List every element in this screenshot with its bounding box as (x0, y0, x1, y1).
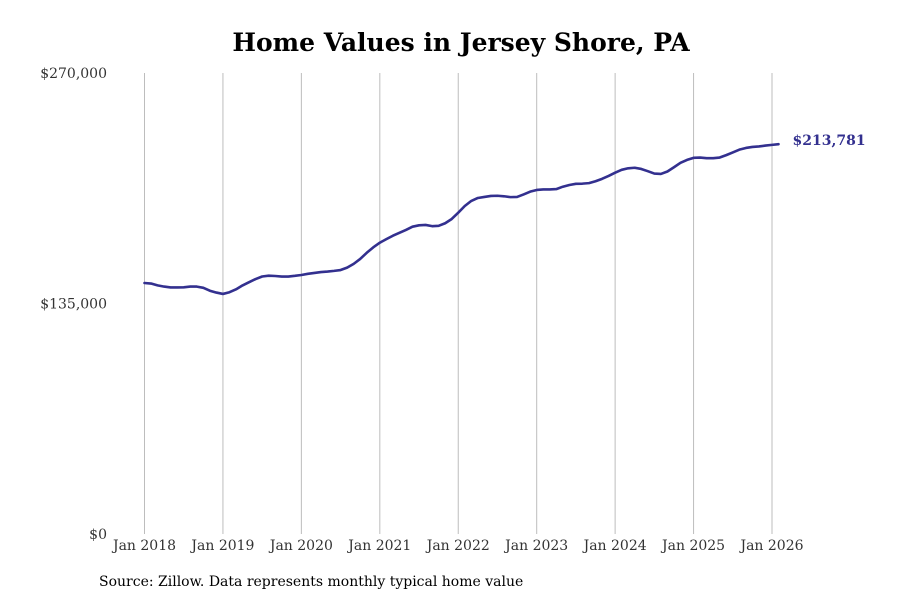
x-axis-ticks: Jan 2018 Jan 2019 Jan 2020 Jan 2021 Jan 2022… (111, 538, 804, 554)
x-tick-label: Jan 2022 (425, 538, 490, 554)
x-tick-label: Jan 2023 (503, 538, 568, 554)
y-tick-label: $270,000 (40, 66, 107, 82)
home-value-line (143, 142, 780, 296)
x-tick-label: Jan 2020 (268, 538, 333, 554)
x-tick-label: Jan 2018 (111, 538, 176, 554)
chart-title: Home Values in Jersey Shore, PA (232, 28, 690, 57)
x-tick-label: Jan 2021 (346, 538, 411, 554)
y-tick-label: $0 (89, 527, 107, 543)
vertical-gridlines (144, 73, 773, 534)
x-tick-label: Jan 2026 (738, 538, 803, 554)
y-tick-label: $135,000 (40, 297, 107, 313)
x-tick-label: Jan 2024 (582, 538, 647, 554)
x-tick-label: Jan 2025 (660, 538, 725, 554)
y-axis-ticks: $0 $135,000 $270,000 (40, 66, 107, 543)
end-value-label: $213,781 (793, 133, 866, 149)
source-note: Source: Zillow. Data represents monthly … (99, 574, 524, 590)
x-tick-label: Jan 2019 (189, 538, 254, 554)
